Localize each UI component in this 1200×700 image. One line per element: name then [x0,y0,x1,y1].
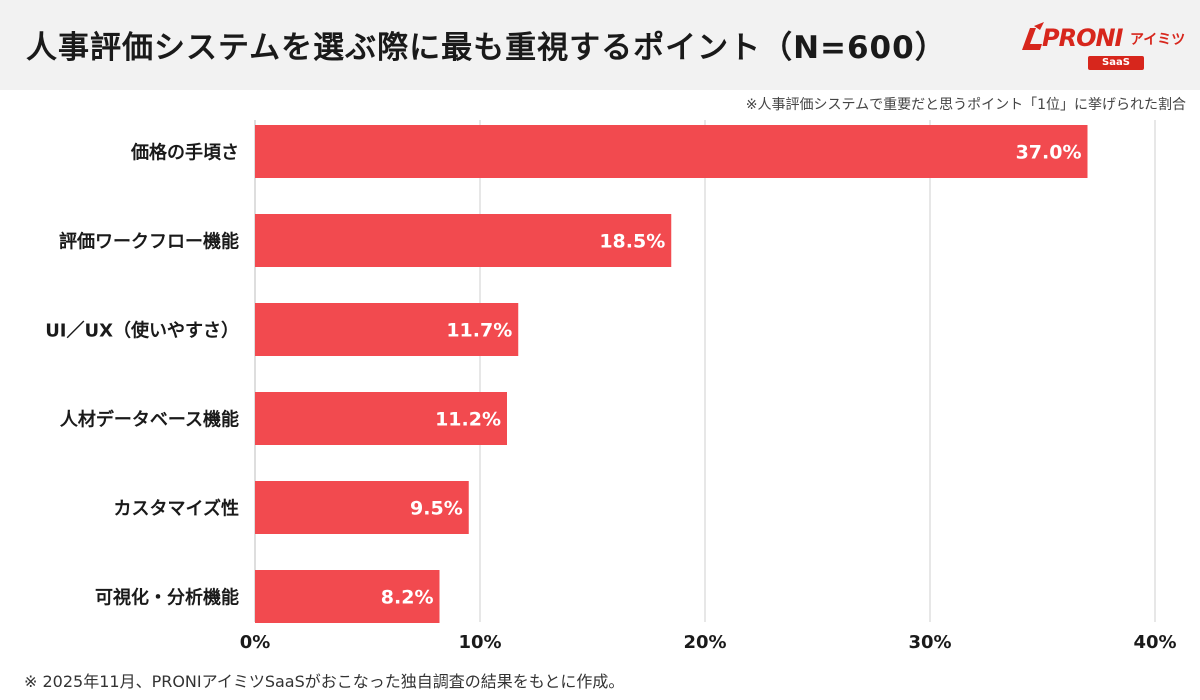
category-label-4: 人材データベース機能 [60,409,239,431]
x-tick-label-20: 20% [683,632,726,653]
logo-text: PRONI [1042,24,1123,52]
bar-value-label-3: 11.7% [446,320,512,342]
category-label-6: 可視化・分析機能 [95,587,239,609]
bar-2 [255,214,672,267]
bar-6 [255,570,440,623]
logo-subtext: アイミツ [1130,32,1186,48]
bar-1 [255,125,1088,178]
x-tick-label-10: 10% [458,632,501,653]
bar-value-label-6: 8.2% [381,587,434,609]
category-label-5: カスタマイズ性 [114,498,239,520]
title-bar: 人事評価システムを選ぶ際に最も重視するポイント（N=600） PRONI アイミ… [0,0,1200,90]
bar-value-label-1: 37.0% [1016,142,1082,164]
x-tick-label-0: 0% [240,632,271,653]
x-tick-label-30: 30% [908,632,951,653]
footnote: ※ 2025年11月、PRONIアイミツSaaSがおこなった独自調査の結果をもと… [24,672,625,691]
page-title: 人事評価システムを選ぶ際に最も重視するポイント（N=600） [26,30,947,66]
brand-logo: PRONI アイミツ SaaS [1016,16,1186,72]
category-label-1: 価格の手頃さ [130,142,239,164]
category-label-3: UI／UX（使いやすさ） [45,321,239,342]
bar-5 [255,481,469,534]
x-tick-label-40: 40% [1133,632,1176,653]
bar-3 [255,303,519,356]
bar-value-label-5: 9.5% [410,498,463,520]
category-label-2: 評価ワークフロー機能 [59,231,239,253]
logo-badge: SaaS [1088,56,1144,70]
chart-note: ※人事評価システムで重要だと思うポイント「1位」に挙げられた割合 [745,97,1186,113]
bar-value-label-2: 18.5% [599,231,665,253]
bar-value-label-4: 11.2% [435,409,501,431]
bar-4 [255,392,507,445]
logo-mark-icon [1022,22,1044,50]
